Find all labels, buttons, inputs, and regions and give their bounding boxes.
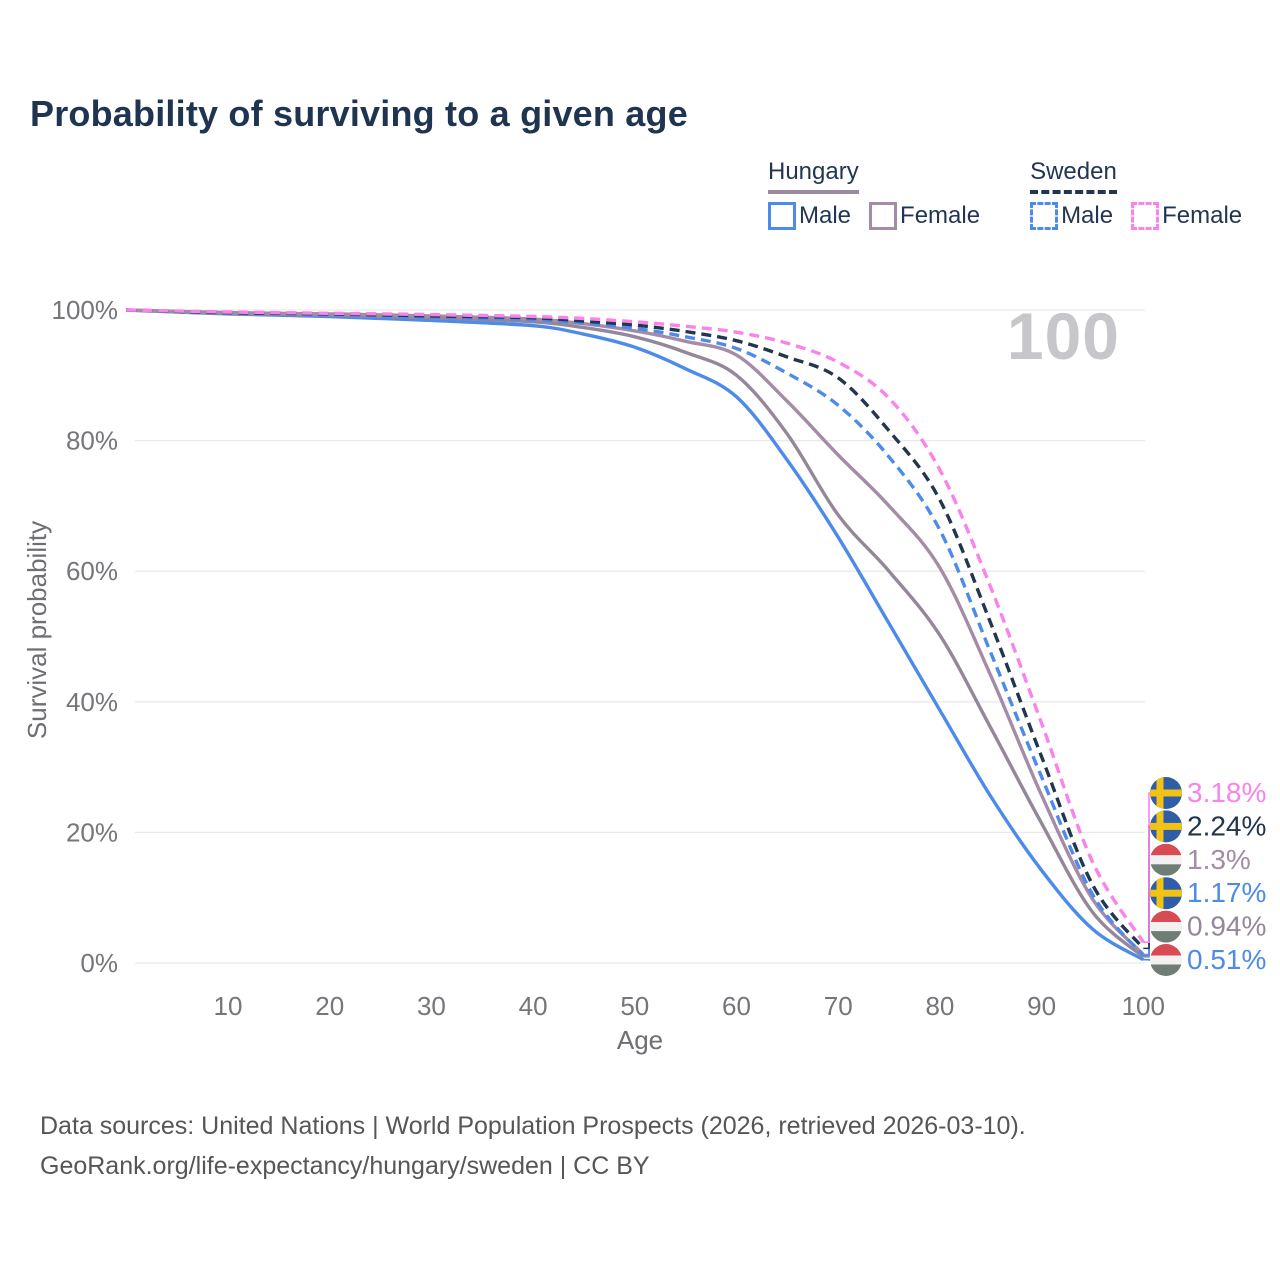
y-tick-label: 60% [66, 556, 118, 586]
sweden-female-swatch-icon [1131, 202, 1160, 230]
hungary-male-swatch-icon [768, 202, 796, 230]
end-value-label: 3.18% [1187, 777, 1266, 808]
legend-country-sweden[interactable]: Sweden [1030, 158, 1117, 194]
legend-group-sweden: Sweden Male Female [1030, 158, 1242, 230]
y-tick-label: 0% [80, 948, 118, 978]
end-value-label: 0.94% [1187, 911, 1266, 942]
legend-item-label: Male [1061, 202, 1114, 229]
end-value-label: 0.51% [1187, 944, 1266, 975]
hungary-flag-icon [1150, 944, 1182, 976]
curve-sweden-both-sexes [126, 308, 1145, 950]
legend-item-label: Female [1162, 202, 1243, 229]
hungary-flag-icon [1150, 843, 1182, 876]
curve-sweden-female [126, 308, 1145, 944]
x-tick-label: 20 [315, 991, 344, 1021]
x-tick-label: 100 [1122, 991, 1165, 1021]
legend-item-label: Female [900, 202, 981, 229]
footer-link[interactable]: GeoRank.org/life-expectancy/hungary/swed… [40, 1152, 650, 1180]
curve-hungary-male [126, 308, 1145, 962]
x-tick-label: 30 [417, 991, 446, 1021]
y-tick-label: 20% [66, 817, 118, 847]
legend-item-hungary-male[interactable]: Male [768, 202, 851, 230]
footer-data-sources: Data sources: United Nations | World Pop… [40, 1112, 1026, 1140]
sweden-flag-icon [1150, 877, 1182, 910]
x-tick-label: 80 [925, 991, 954, 1021]
end-value-label: 1.3% [1187, 844, 1251, 875]
hungary-female-swatch-icon [869, 202, 898, 230]
x-tick-label: 70 [824, 991, 853, 1021]
legend-item-hungary-female[interactable]: Female [869, 202, 980, 230]
hungary-flag-icon [1150, 910, 1182, 943]
x-tick-label: 60 [722, 991, 751, 1021]
end-value-label: 1.17% [1187, 877, 1266, 908]
sweden-flag-icon [1150, 810, 1182, 843]
legend-item-sweden-female[interactable]: Female [1131, 202, 1242, 230]
legend-item-label: Male [799, 202, 852, 229]
x-tick-label: 90 [1027, 991, 1056, 1021]
page-title: Probability of surviving to a given age [30, 93, 688, 134]
sweden-male-swatch-icon [1030, 202, 1059, 230]
end-value-label: 2.24% [1187, 810, 1266, 841]
legend: Hungary Male Female Sweden Male Female [768, 158, 1242, 230]
curve-sweden-male [126, 308, 1145, 957]
x-tick-label: 10 [214, 991, 243, 1021]
x-tick-label: 40 [519, 991, 548, 1021]
y-tick-label: 100% [52, 295, 119, 325]
curve-hungary-both-sexes [126, 308, 1145, 959]
legend-group-hungary: Hungary Male Female [768, 158, 980, 230]
x-axis-title: Age [617, 1025, 663, 1055]
legend-item-sweden-male[interactable]: Male [1030, 202, 1113, 230]
legend-country-hungary[interactable]: Hungary [768, 158, 859, 194]
x-tick-label: 50 [620, 991, 649, 1021]
sweden-flag-icon [1150, 777, 1182, 809]
y-tick-label: 40% [66, 687, 118, 717]
footer: Data sources: United Nations | World Pop… [40, 1106, 1026, 1186]
y-axis-title: Survival probability [22, 521, 52, 739]
curve-hungary-female [126, 308, 1145, 956]
y-tick-label: 80% [66, 426, 118, 456]
age-marker-watermark: 100 [1006, 299, 1120, 373]
